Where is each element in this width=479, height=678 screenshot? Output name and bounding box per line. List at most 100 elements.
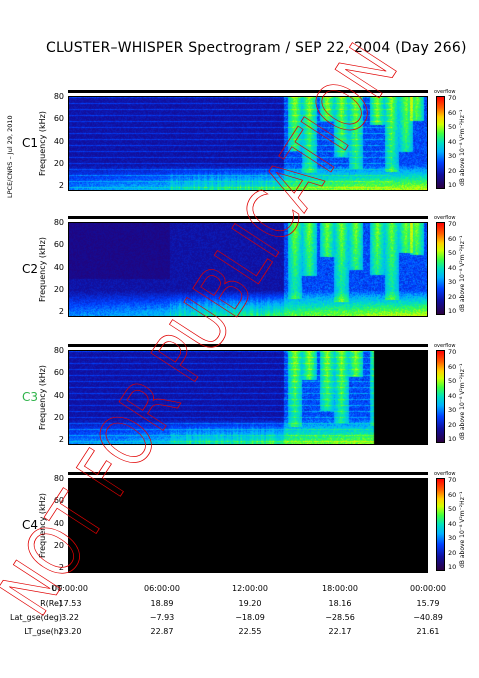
spectrogram-image (69, 479, 427, 572)
y-tick-label: 80 (53, 92, 64, 101)
colorbar-unit-label: dB above 10⁻⁸ V²m⁻²Hz⁻¹ (459, 109, 466, 186)
colorbar-tick-label: 70 (448, 220, 457, 228)
ephemeris-row-label: UT (51, 584, 62, 593)
side-date-label: LPCE/CNRS – Jul 29, 2010 (6, 68, 16, 198)
ephemeris-value: 21.61 (416, 627, 440, 636)
colorbar-unit-label: dB above 10⁻⁸ V²m⁻²Hz⁻¹ (459, 235, 466, 312)
ephemeris-value: −18.09 (235, 613, 265, 622)
y-tick-label: 20 (53, 412, 64, 422)
colorbar-overflow-label: overflow (434, 89, 456, 95)
y-tick-label: 40 (53, 390, 64, 400)
colorbar-tick-label: 20 (448, 420, 457, 429)
colorbar-tick-label: 60 (448, 490, 457, 499)
ephemeris-value: 00:00:00 (410, 584, 446, 593)
ephemeris-value: −7.93 (149, 613, 175, 622)
side-date-text: LPCE/CNRS – Jul 29, 2010 (6, 115, 14, 198)
colorbar (436, 222, 445, 315)
colorbar-tick-label: 40 (448, 391, 457, 400)
colorbar-tick-label: 40 (448, 137, 457, 146)
y-tick-label: 80 (53, 474, 64, 483)
ephemeris-value: 19.20 (238, 599, 262, 608)
colorbar-tick-label: 60 (448, 362, 457, 371)
y-tick-label: 40 (53, 136, 64, 146)
y-tick-label: 60 (53, 496, 64, 506)
colorbar-tick-label: 70 (448, 348, 457, 356)
colorbar-tick-label: 10 (448, 181, 457, 189)
ephemeris-value: 22.17 (328, 627, 352, 636)
y-tick-label: 20 (53, 284, 64, 294)
ephemeris-value: 22.55 (238, 627, 262, 636)
colorbar-tick-label: 30 (448, 534, 457, 542)
ephemeris-value: 12:00:00 (232, 584, 268, 593)
panel-top-bar (68, 216, 428, 219)
ephemeris-value: 22.87 (150, 627, 174, 636)
spectrogram-plot-c1 (68, 96, 428, 191)
spectrogram-image (69, 223, 427, 316)
colorbar-tick-label: 30 (448, 278, 457, 286)
colorbar-unit-label: dB above 10⁻⁸ V²m⁻²Hz⁻¹ (459, 363, 466, 440)
panel-top-bar (68, 90, 428, 93)
colorbar-overflow-label: overflow (434, 215, 456, 221)
colorbar-tick-label: 10 (448, 307, 457, 315)
colorbar (436, 350, 445, 443)
y-tick-label: 80 (53, 218, 64, 227)
colorbar-tick-label: 20 (448, 292, 457, 301)
y-tick-label: 40 (53, 518, 64, 528)
y-tick-label: 20 (53, 540, 64, 550)
colorbar-tick-label: 70 (448, 476, 457, 484)
ephemeris-row-label: LT_gse(h) (24, 627, 62, 636)
spectrogram-plot-c2 (68, 222, 428, 317)
colorbar-tick-label: 40 (448, 263, 457, 272)
ephemeris-row-label: Lat_gse(deg) (10, 613, 62, 622)
ephemeris-value: 06:00:00 (144, 584, 180, 593)
colorbar-tick-label: 60 (448, 234, 457, 243)
ephemeris-value: 00:00:00 (52, 584, 88, 593)
colorbar-overflow-label: overflow (434, 471, 456, 477)
colorbar-tick-label: 50 (448, 505, 457, 513)
y-tick-label: 60 (53, 368, 64, 378)
colorbar-tick-label: 50 (448, 123, 457, 131)
colorbar-unit-label: dB above 10⁻⁸ V²m⁻²Hz⁻¹ (459, 491, 466, 568)
panel-label: C4 (22, 518, 39, 532)
y-tick-label: 2 (58, 181, 64, 190)
colorbar-overflow-label: overflow (434, 343, 456, 349)
colorbar-tick-label: 10 (448, 563, 457, 571)
ephemeris-value: 18.89 (150, 599, 174, 608)
ephemeris-value: 18:00:00 (322, 584, 358, 593)
ephemeris-value: 18.16 (328, 599, 352, 608)
y-tick-label: 40 (53, 262, 64, 272)
colorbar-tick-label: 10 (448, 435, 457, 443)
colorbar-tick-label: 30 (448, 406, 457, 414)
colorbar-tick-label: 50 (448, 249, 457, 257)
colorbar-tick-label: 60 (448, 108, 457, 117)
colorbar (436, 478, 445, 571)
spectrogram-image (69, 351, 427, 444)
spectrogram-plot-c3 (68, 350, 428, 445)
ephemeris-value: −40.89 (413, 613, 443, 622)
ephemeris-value: 23.20 (58, 627, 82, 636)
page-title: CLUSTER–WHISPER Spectrogram / SEP 22, 20… (46, 40, 467, 56)
colorbar-tick-label: 50 (448, 377, 457, 385)
panel-label: C3 (22, 390, 39, 404)
y-tick-label: 60 (53, 114, 64, 124)
panel-top-bar (68, 344, 428, 347)
colorbar-tick-label: 20 (448, 166, 457, 175)
y-tick-label: 20 (53, 158, 64, 168)
colorbar-tick-label: 30 (448, 152, 457, 160)
colorbar-tick-label: 40 (448, 519, 457, 528)
y-tick-label: 80 (53, 346, 64, 355)
y-tick-label: 2 (58, 307, 64, 316)
colorbar-tick-label: 70 (448, 94, 457, 102)
ephemeris-value: −28.56 (325, 613, 355, 622)
panel-label: C1 (22, 136, 39, 150)
ephemeris-value: 3.22 (61, 613, 79, 622)
y-tick-label: 60 (53, 240, 64, 250)
panel-label: C2 (22, 262, 39, 276)
ephemeris-value: 15.79 (416, 599, 440, 608)
colorbar-tick-label: 20 (448, 548, 457, 557)
y-tick-label: 2 (58, 563, 64, 572)
spectrogram-image (69, 97, 427, 190)
ephemeris-value: 17.53 (58, 599, 82, 608)
panel-top-bar (68, 472, 428, 475)
spectrogram-plot-c4 (68, 478, 428, 573)
